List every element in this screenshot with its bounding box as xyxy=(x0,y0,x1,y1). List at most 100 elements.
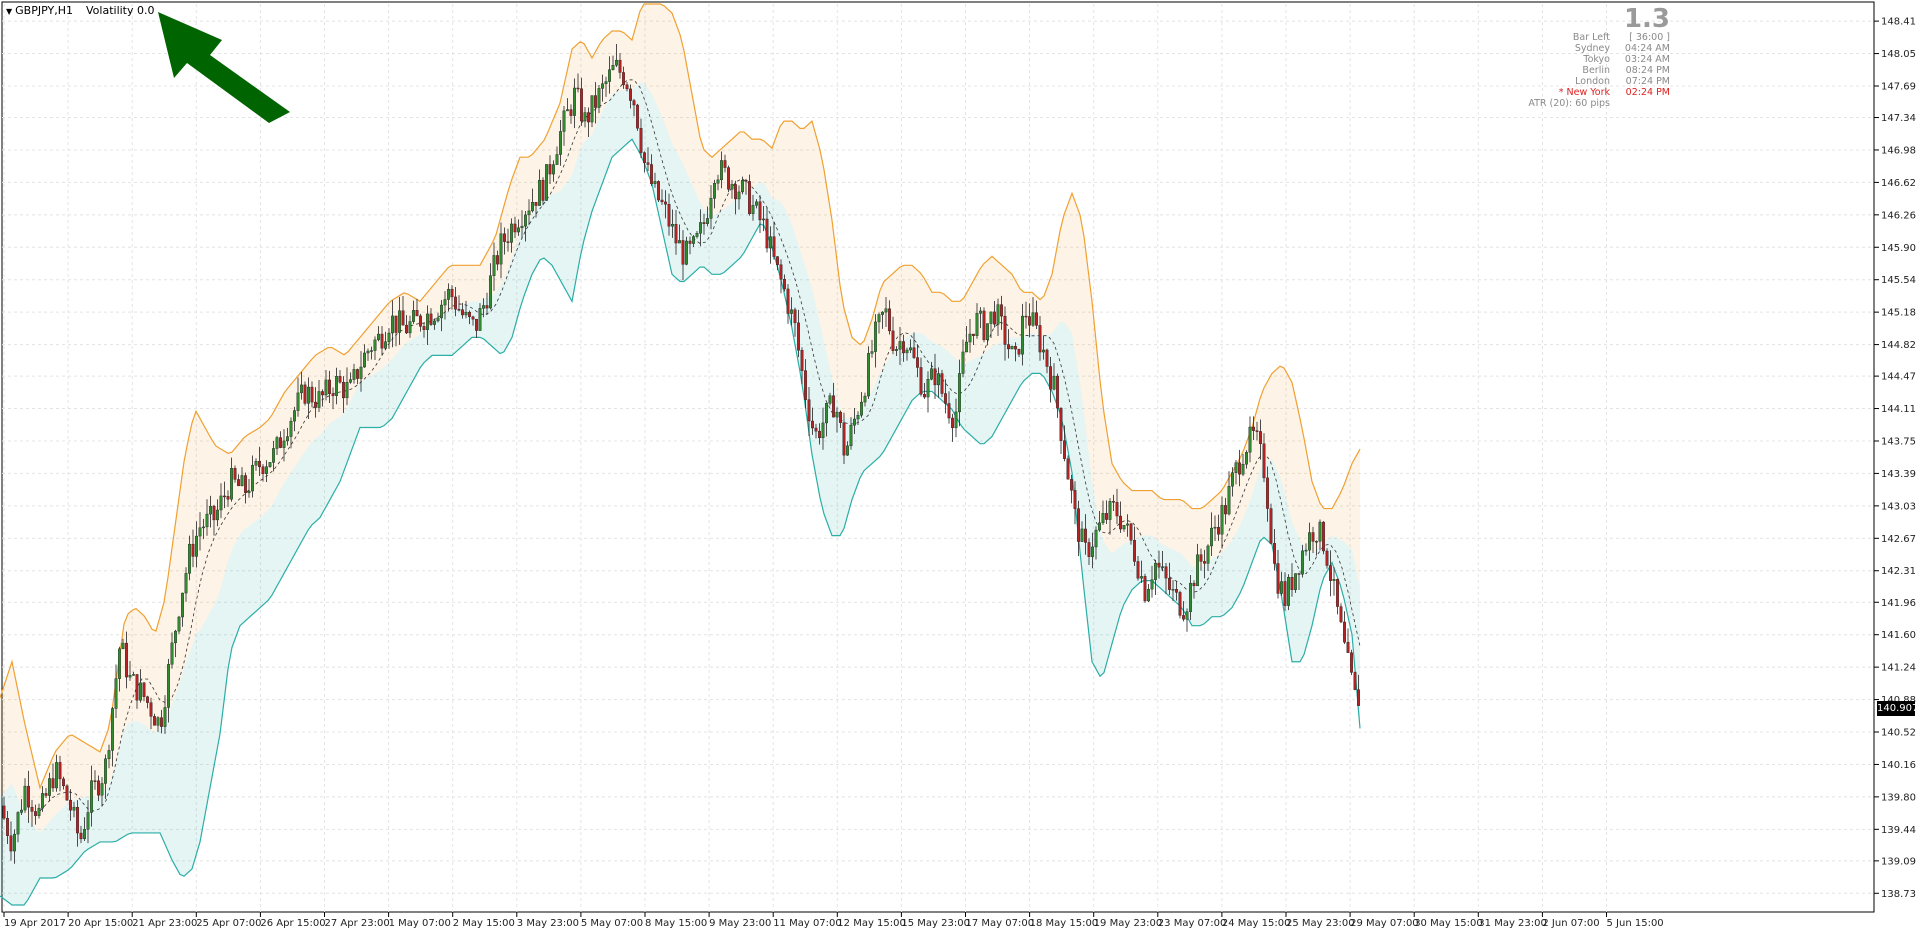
candle-body xyxy=(1003,315,1007,345)
candle-body xyxy=(1010,346,1014,350)
candle-body xyxy=(849,424,853,447)
candle-body xyxy=(1063,440,1066,459)
candle-body xyxy=(104,758,107,784)
candle-body xyxy=(1283,581,1287,606)
candle-body xyxy=(331,393,335,396)
candle-body xyxy=(1192,582,1196,587)
x-tick-label: 31 May 23:00 xyxy=(1478,918,1547,929)
candle-body xyxy=(153,716,156,726)
candle-body xyxy=(559,131,562,155)
candle-body xyxy=(517,227,520,233)
candle-body xyxy=(1227,485,1231,515)
info-row-value: 08:24 PM xyxy=(1625,65,1670,76)
y-tick-label: 148.050 xyxy=(1881,49,1916,60)
candle-body xyxy=(1024,315,1028,318)
y-tick-label: 147.690 xyxy=(1881,81,1916,92)
symbol-selector[interactable]: ▼ GBPJPY,H1 xyxy=(6,4,73,17)
candle-body xyxy=(412,310,415,322)
candle-body xyxy=(1357,689,1360,706)
candle-body xyxy=(1311,532,1315,542)
candle-body xyxy=(639,127,643,153)
candle-body xyxy=(198,527,202,537)
candle-body xyxy=(594,95,597,108)
candle-body xyxy=(646,162,650,165)
candle-body xyxy=(555,154,559,165)
candle-body xyxy=(951,417,954,429)
candle-body xyxy=(1353,672,1357,690)
candle-body xyxy=(660,199,664,203)
dropdown-triangle-icon[interactable]: ▼ xyxy=(6,7,13,16)
candle-body xyxy=(433,320,436,325)
x-tick-label: 15 May 23:00 xyxy=(901,918,970,929)
candle-body xyxy=(821,422,825,439)
candle-body xyxy=(835,411,839,418)
candle-body xyxy=(163,707,167,727)
candle-body xyxy=(545,164,548,201)
candle-body xyxy=(1262,443,1266,479)
candle-body xyxy=(121,642,125,650)
candle-body xyxy=(146,696,149,703)
candle-body xyxy=(1280,581,1283,594)
candle-body xyxy=(510,223,513,243)
candle-body xyxy=(398,310,401,333)
info-row: Bar Left [ 36:00 ] xyxy=(1528,32,1670,43)
candle-body xyxy=(23,785,27,811)
candle-body xyxy=(979,310,982,314)
candle-body xyxy=(265,466,268,474)
candle-body xyxy=(240,475,244,487)
candle-body xyxy=(251,465,254,492)
info-row: Sydney 04:24 AM xyxy=(1528,43,1670,54)
upper-band-fill xyxy=(0,4,1360,833)
candle-body xyxy=(975,313,979,336)
candle-body xyxy=(692,236,695,244)
y-tick-label: 139.800 xyxy=(1881,792,1916,803)
x-tick-label: 9 May 23:00 xyxy=(709,918,771,929)
info-row-label: Tokyo xyxy=(1583,54,1610,65)
candle-body xyxy=(345,382,349,399)
candle-body xyxy=(1042,349,1045,353)
upper-band-line xyxy=(0,3,1361,790)
candle-body xyxy=(9,835,13,852)
candle-body xyxy=(891,330,895,351)
candle-body xyxy=(139,682,142,701)
candle-body xyxy=(944,393,947,404)
candle-body xyxy=(405,324,408,334)
candle-body xyxy=(1140,576,1143,579)
candle-body xyxy=(195,535,198,557)
candle-body xyxy=(1290,577,1294,590)
candle-body xyxy=(818,430,821,439)
candle-body xyxy=(128,674,132,678)
candle-body xyxy=(996,304,1000,325)
candle-body xyxy=(1182,615,1185,620)
current-price-tag: 140.907 xyxy=(1877,701,1916,716)
candle-body xyxy=(758,201,762,221)
candle-body xyxy=(1028,316,1031,326)
candle-body xyxy=(989,311,993,324)
candle-body xyxy=(993,311,996,325)
candle-body xyxy=(1266,477,1269,509)
y-tick-label: 145.180 xyxy=(1881,308,1916,319)
candle-body xyxy=(135,674,139,701)
candle-body xyxy=(1112,501,1115,503)
candle-body xyxy=(69,799,72,811)
candle-body xyxy=(947,403,951,419)
candle-body xyxy=(1336,578,1339,607)
candle-body xyxy=(440,304,443,319)
candle-body xyxy=(1269,508,1273,544)
candle-body xyxy=(461,309,464,316)
candle-body xyxy=(380,333,384,349)
candle-body xyxy=(422,326,426,330)
candle-body xyxy=(1220,505,1224,535)
candle-body xyxy=(856,415,860,420)
candle-body xyxy=(912,347,916,358)
candle-body xyxy=(576,87,580,90)
candle-body xyxy=(608,69,611,82)
candle-body xyxy=(1084,528,1087,543)
candle-body xyxy=(307,386,310,404)
candle-body xyxy=(727,167,730,190)
candle-body xyxy=(48,778,51,796)
candle-body xyxy=(895,349,898,351)
info-row-value: 07:24 PM xyxy=(1625,76,1670,87)
